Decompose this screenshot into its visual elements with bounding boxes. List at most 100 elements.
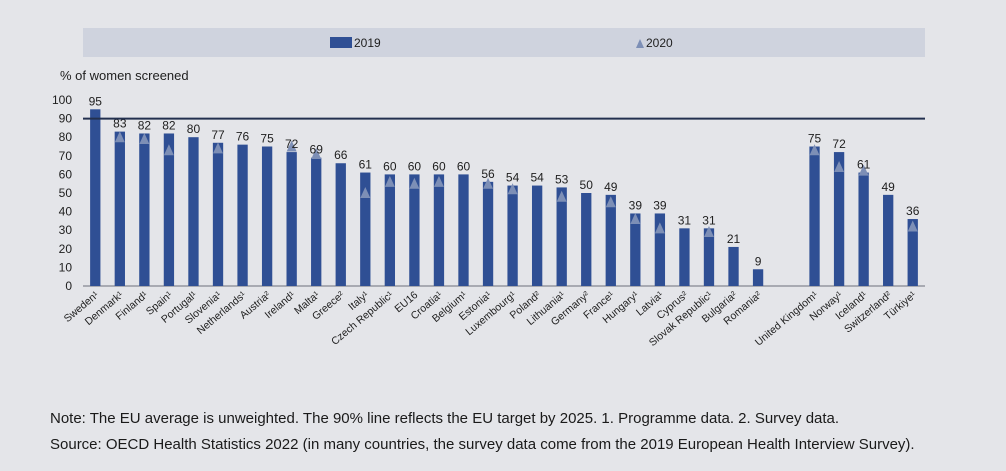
- marker-2020: [809, 144, 820, 156]
- bar: [833, 152, 845, 286]
- data-label: 75: [808, 132, 822, 146]
- y-tick-label: 100: [52, 93, 72, 107]
- data-label: 72: [285, 137, 299, 151]
- bar: [883, 194, 894, 286]
- marker-2020: [858, 164, 869, 176]
- data-label: 61: [359, 158, 373, 172]
- data-label: 31: [702, 213, 716, 227]
- data-label: 56: [481, 167, 495, 181]
- marker-2020: [163, 144, 174, 156]
- bar-chart: 2019 2020 % of women screened 0 10 20 30 40 50…: [52, 28, 925, 349]
- bar: [752, 269, 764, 286]
- y-tick-label: 80: [59, 130, 73, 144]
- bar: [139, 133, 150, 286]
- legend-swatch-triangle: [636, 39, 644, 48]
- bar: [809, 146, 820, 286]
- marker-2020: [605, 196, 616, 208]
- data-label: 82: [162, 118, 176, 132]
- marker-2020: [630, 213, 641, 225]
- bar: [261, 146, 273, 286]
- source-text: Source: OECD Health Statistics 2022 (in …: [50, 436, 915, 453]
- y-axis: 0 10 20 30 40 50 60 70 80 90 100: [52, 93, 925, 293]
- data-label: 75: [260, 132, 274, 146]
- marker-2020: [139, 133, 150, 145]
- markers-2020: [114, 131, 918, 238]
- data-label: 21: [727, 232, 741, 246]
- legend-label: 2019: [354, 36, 381, 50]
- marker-2020: [907, 220, 918, 232]
- bar: [703, 228, 715, 286]
- bar: [507, 185, 518, 286]
- data-label: 95: [89, 94, 103, 108]
- data-label: 76: [236, 130, 250, 144]
- marker-2020: [654, 222, 665, 234]
- data-label: 69: [310, 143, 324, 157]
- data-label: 60: [457, 159, 471, 173]
- marker-2020: [360, 187, 371, 198]
- note-text: Note: The EU average is unweighted. The …: [50, 410, 840, 427]
- bar: [654, 213, 666, 286]
- data-label: 82: [138, 118, 152, 132]
- y-tick-label: 90: [59, 112, 73, 126]
- bar: [90, 109, 101, 286]
- bar: [630, 213, 641, 286]
- legend-swatch-bar: [330, 37, 352, 48]
- marker-2020: [834, 160, 845, 172]
- data-label: 9: [755, 254, 762, 268]
- data-label: 53: [555, 172, 569, 186]
- marker-2020: [703, 226, 714, 238]
- bar: [237, 144, 248, 286]
- data-label: 39: [629, 198, 643, 212]
- data-label: 39: [653, 198, 667, 212]
- bar: [458, 174, 469, 286]
- legend-label: 2020: [646, 36, 673, 50]
- marker-2020: [311, 147, 322, 159]
- data-label: 36: [906, 204, 920, 218]
- marker-2020: [556, 190, 567, 202]
- bar: [188, 137, 199, 286]
- y-axis-label: % of women screened: [60, 68, 189, 83]
- marker-2020: [507, 183, 518, 195]
- bar: [679, 228, 690, 286]
- bar: [728, 246, 739, 286]
- data-label: 60: [432, 159, 446, 173]
- legend-band: [83, 28, 925, 57]
- y-tick-label: 60: [59, 167, 73, 181]
- bar: [581, 193, 592, 286]
- bar: [360, 172, 371, 286]
- legend: 2019 2020: [330, 36, 673, 50]
- marker-2020: [114, 131, 125, 143]
- bar: [605, 194, 616, 286]
- data-label: 77: [211, 128, 225, 142]
- bar: [556, 187, 567, 286]
- bar: [335, 163, 346, 286]
- bar: [114, 131, 125, 286]
- y-tick-label: 30: [59, 223, 73, 237]
- data-label: 31: [678, 213, 692, 227]
- x-axis-labels: Sweden¹Denmark¹Finland¹Spain¹Portugal¹Sl…: [62, 289, 919, 349]
- value-labels: 95 83 82 82 80 77 76 75 72 69 66 61 60 60 60 60 56 54 54 53…: [89, 94, 920, 268]
- bar: [311, 157, 322, 286]
- bar: [858, 172, 869, 286]
- y-tick-label: 70: [59, 149, 73, 163]
- y-tick-label: 0: [65, 279, 72, 293]
- y-tick-label: 10: [59, 260, 73, 274]
- marker-2020: [409, 177, 420, 189]
- legend-item-2019: 2019: [330, 36, 381, 50]
- y-tick-label: 40: [59, 205, 73, 219]
- data-label: 50: [580, 178, 594, 192]
- marker-2020: [433, 175, 444, 187]
- marker-2020: [213, 142, 224, 154]
- bar: [409, 174, 420, 286]
- legend-item-2020: 2020: [636, 36, 673, 50]
- bar: [433, 174, 445, 286]
- y-tick-label: 20: [59, 242, 73, 256]
- bar: [286, 152, 297, 286]
- bar: [163, 133, 175, 286]
- marker-2020: [384, 175, 395, 187]
- bar: [384, 174, 396, 286]
- data-label: 83: [113, 117, 127, 131]
- bar: [212, 142, 224, 286]
- bar: [482, 181, 494, 286]
- data-label: 60: [408, 159, 422, 173]
